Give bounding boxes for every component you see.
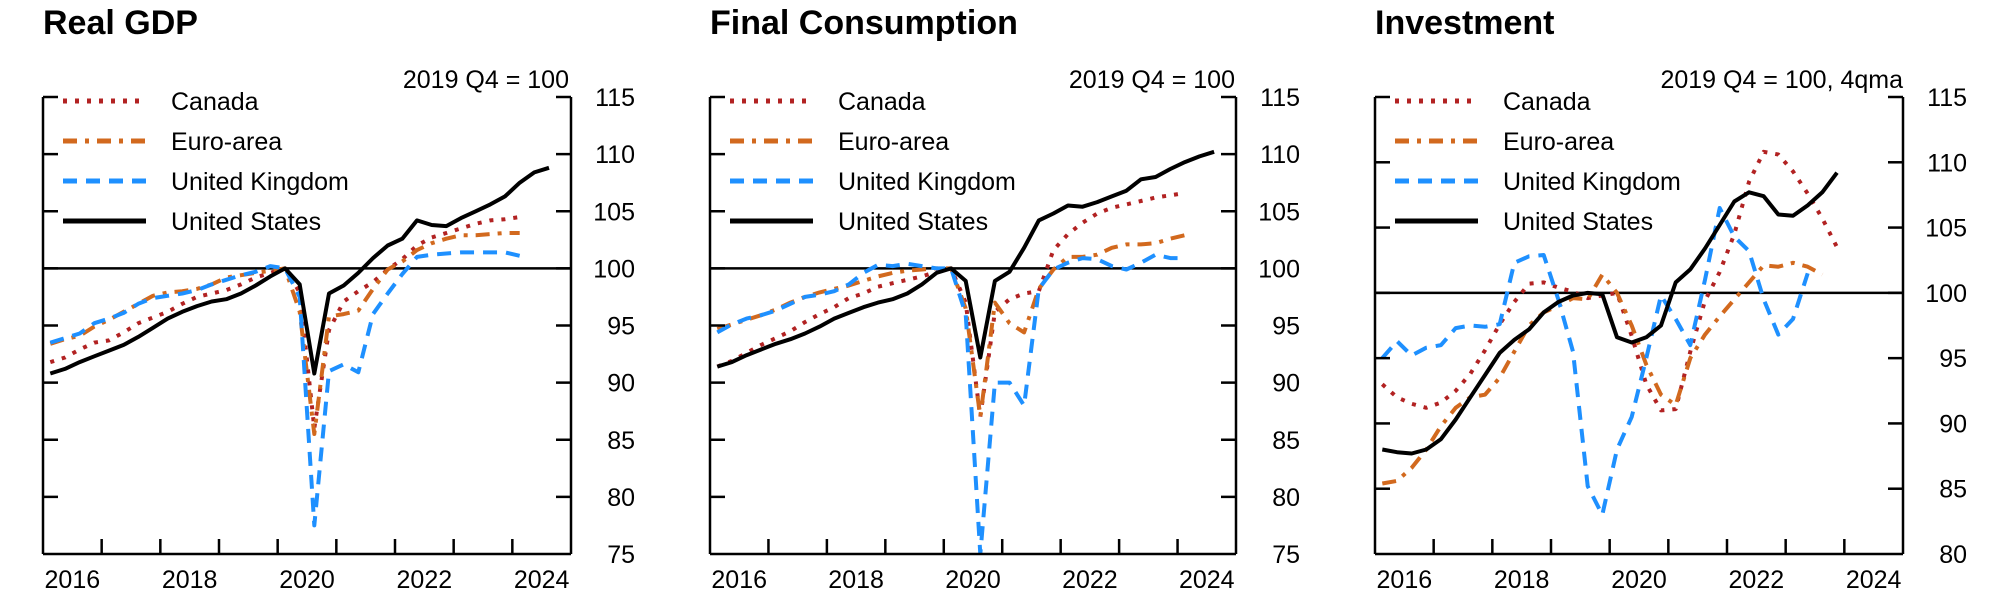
panel-final-consumption: Final Consumption 2019 Q4 = 100 75 80 85 90… — [708, 4, 1300, 594]
series-line-united-kingdom — [1380, 206, 1810, 517]
y-tick-label: 75 — [1272, 541, 1300, 569]
y-tick-label: 110 — [1927, 149, 1967, 177]
y-tick-label: 80 — [1272, 484, 1300, 512]
y-tick-label: 100 — [593, 255, 635, 283]
unit-label: 2019 Q4 = 100 — [403, 66, 569, 94]
y-tick-label: 95 — [1272, 313, 1300, 341]
series-group — [49, 165, 550, 528]
panel-investment: Investment 2019 Q4 = 100, 4qma 80 85 90 95 1… — [1373, 4, 1967, 594]
y-tick-label: 95 — [1939, 345, 1967, 373]
legend-label: Euro-area — [1503, 128, 1614, 156]
legend-item-united-kingdom: United Kingdom — [63, 168, 349, 196]
series-line-united-kingdom — [716, 252, 1185, 554]
y-tick-label: 90 — [1272, 370, 1300, 398]
series-group — [1380, 149, 1839, 517]
legend-label: Euro-area — [838, 128, 949, 156]
chart-title: Real GDP — [43, 4, 198, 42]
x-tick-label: 2024 — [1179, 566, 1235, 594]
legend-label: Canada — [171, 88, 259, 116]
unit-label: 2019 Q4 = 100, 4qma — [1660, 66, 1903, 94]
legend-item-united-states: United States — [1395, 208, 1653, 236]
y-tick-label: 105 — [1258, 198, 1300, 226]
x-tick-label: 2018 — [162, 566, 218, 594]
legend-label: United Kingdom — [838, 168, 1016, 196]
y-tick-label: 90 — [607, 370, 635, 398]
legend-item-united-states: United States — [730, 208, 988, 236]
legend-item-united-kingdom: United Kingdom — [730, 168, 1016, 196]
legend-label: United States — [838, 208, 988, 236]
series-line-canada — [49, 215, 520, 431]
legend-item-canada: Canada — [1395, 88, 1591, 116]
y-tick-label: 75 — [607, 541, 635, 569]
series-group — [716, 149, 1215, 554]
x-tick-label: 2020 — [945, 566, 1001, 594]
y-tick-label: 115 — [1260, 84, 1300, 112]
y-tick-label: 105 — [593, 198, 635, 226]
series-line-united-kingdom — [49, 250, 521, 528]
legend: Canada Euro-area United Kingdom United Stat… — [730, 88, 1016, 236]
x-tick-label: 2020 — [279, 566, 335, 594]
y-tick-label: 110 — [1260, 141, 1300, 169]
legend-item-euro-area: Euro-area — [1395, 128, 1614, 156]
x-tick-label: 2024 — [1846, 566, 1902, 594]
legend-label: Canada — [1503, 88, 1591, 116]
y-tick-label: 110 — [595, 141, 635, 169]
x-tick-label: 2022 — [1729, 566, 1785, 594]
series-line-united-states — [1381, 171, 1839, 456]
y-tick-label: 100 — [1925, 280, 1967, 308]
legend: Canada Euro-area United Kingdom United Stat… — [1395, 88, 1681, 236]
legend-item-euro-area: Euro-area — [730, 128, 949, 156]
y-tick-label: 85 — [1939, 476, 1967, 504]
unit-label: 2019 Q4 = 100 — [1069, 66, 1235, 94]
legend-label: United Kingdom — [171, 168, 349, 196]
panel-real-gdp: Real GDP 2019 Q4 = 100 75 80 85 90 95 100 105 1… — [41, 4, 635, 594]
series-line-euro-area — [716, 233, 1186, 419]
y-tick-label: 115 — [595, 84, 635, 112]
x-tick-label: 2016 — [711, 566, 767, 594]
legend-label: Euro-area — [171, 128, 282, 156]
legend-label: United States — [1503, 208, 1653, 236]
y-tick-label: 95 — [607, 313, 635, 341]
legend: Canada Euro-area United Kingdom United Stat… — [63, 88, 349, 236]
x-tick-label: 2018 — [1494, 566, 1550, 594]
x-tick-label: 2020 — [1611, 566, 1667, 594]
y-tick-label: 115 — [1927, 84, 1967, 112]
x-tick-label: 2016 — [1377, 566, 1433, 594]
y-tick-label: 80 — [1939, 541, 1967, 569]
legend-label: United Kingdom — [1503, 168, 1681, 196]
series-line-euro-area — [49, 231, 520, 436]
chart-title: Investment — [1375, 4, 1555, 42]
y-tick-label: 85 — [607, 427, 635, 455]
legend-item-euro-area: Euro-area — [63, 128, 282, 156]
legend-label: United States — [171, 208, 321, 236]
y-tick-label: 105 — [1925, 215, 1967, 243]
series-line-united-states — [716, 149, 1215, 369]
legend-item-united-states: United States — [63, 208, 321, 236]
series-line-euro-area — [1381, 260, 1824, 486]
series-line-united-states — [49, 165, 550, 376]
x-tick-label: 2022 — [397, 566, 453, 594]
x-tick-label: 2018 — [828, 566, 884, 594]
legend-item-canada: Canada — [730, 88, 926, 116]
legend-label: Canada — [838, 88, 926, 116]
x-tick-label: 2016 — [45, 566, 101, 594]
y-tick-label: 85 — [1272, 427, 1300, 455]
y-tick-label: 90 — [1939, 410, 1967, 438]
x-tick-label: 2022 — [1062, 566, 1118, 594]
legend-item-canada: Canada — [63, 88, 259, 116]
y-tick-label: 80 — [607, 484, 635, 512]
y-tick-label: 100 — [1258, 255, 1300, 283]
x-tick-label: 2024 — [514, 566, 570, 594]
chart-title: Final Consumption — [710, 4, 1018, 42]
legend-item-united-kingdom: United Kingdom — [1395, 168, 1681, 196]
